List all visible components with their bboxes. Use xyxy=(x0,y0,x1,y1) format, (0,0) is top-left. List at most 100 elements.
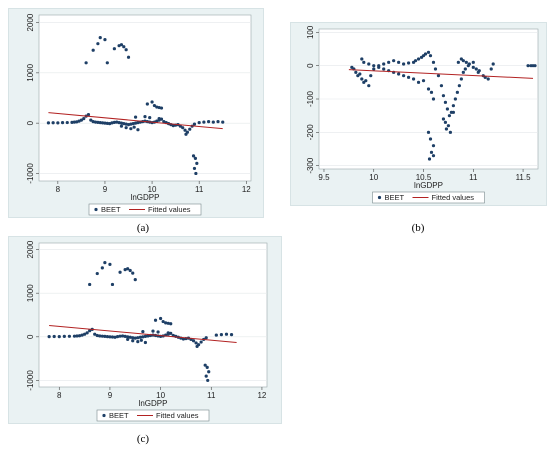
data-point xyxy=(103,261,107,265)
data-point xyxy=(72,334,77,338)
data-point xyxy=(467,62,471,66)
data-point xyxy=(441,117,446,121)
data-point xyxy=(157,117,161,121)
data-point xyxy=(56,121,60,125)
data-point xyxy=(75,334,79,338)
data-point xyxy=(207,370,211,374)
data-point xyxy=(369,74,373,78)
data-point xyxy=(95,271,99,276)
data-point xyxy=(51,121,55,125)
data-point xyxy=(367,84,371,88)
data-point xyxy=(202,120,206,124)
data-point xyxy=(83,332,87,336)
data-point xyxy=(124,48,128,52)
data-point xyxy=(80,333,84,337)
data-point xyxy=(113,335,117,339)
data-point xyxy=(98,121,102,125)
data-point xyxy=(95,333,99,338)
data-point xyxy=(131,336,135,340)
data-point xyxy=(129,127,133,131)
x-axis-title: lnGDPP xyxy=(139,399,168,408)
data-point xyxy=(464,60,468,64)
data-point xyxy=(110,282,115,287)
y-tick-label: 1000 xyxy=(26,63,35,81)
data-point xyxy=(474,67,478,71)
data-point xyxy=(166,331,170,335)
data-point xyxy=(136,128,140,132)
data-point xyxy=(183,128,187,132)
data-point xyxy=(88,329,92,333)
data-point xyxy=(192,166,197,171)
data-point xyxy=(79,118,83,122)
data-point xyxy=(489,67,493,71)
data-point xyxy=(441,94,446,98)
data-point xyxy=(185,130,189,134)
x-tick-label: 8 xyxy=(57,391,62,400)
data-point xyxy=(70,120,74,124)
legend-label-fitted: Fitted values xyxy=(156,411,199,420)
data-point xyxy=(93,120,98,124)
data-point xyxy=(151,329,155,333)
data-point xyxy=(358,72,362,76)
data-point xyxy=(429,90,434,94)
data-point xyxy=(362,60,366,64)
data-point xyxy=(65,120,69,125)
x-tick-label: 9.5 xyxy=(318,173,330,182)
x-tick-label: 12 xyxy=(257,391,266,400)
data-point xyxy=(431,144,436,148)
data-point xyxy=(416,57,421,61)
data-point xyxy=(372,67,376,71)
y-tick-label: 0 xyxy=(306,63,315,68)
data-point xyxy=(141,329,145,334)
x-tick-label: 11 xyxy=(207,391,216,400)
data-point xyxy=(143,334,147,338)
data-point xyxy=(60,121,65,125)
y-tick-label: -1000 xyxy=(26,163,35,184)
x-axis-title: lnGDPP xyxy=(131,193,160,202)
y-tick-label: 2000 xyxy=(26,240,35,258)
data-point xyxy=(194,341,198,345)
data-point xyxy=(448,130,452,134)
data-point xyxy=(459,77,463,81)
data-point xyxy=(443,120,448,124)
data-point xyxy=(211,120,215,124)
data-point xyxy=(455,90,459,94)
data-point xyxy=(411,77,416,81)
y-tick-label: -1000 xyxy=(26,370,35,391)
data-point xyxy=(159,316,163,321)
data-point xyxy=(197,121,201,125)
data-point xyxy=(124,126,128,130)
data-point xyxy=(203,363,207,367)
y-tick-label: 2000 xyxy=(26,13,35,31)
data-point xyxy=(98,334,102,338)
data-point xyxy=(112,120,116,124)
data-point xyxy=(392,70,396,74)
data-point xyxy=(463,67,467,71)
x-tick-label: 8 xyxy=(56,185,61,194)
x-tick-label: 9 xyxy=(108,391,113,400)
data-point xyxy=(84,61,88,65)
data-point xyxy=(119,43,124,47)
data-point xyxy=(387,60,391,64)
data-point xyxy=(221,120,225,124)
data-point xyxy=(397,72,401,76)
data-point xyxy=(119,124,124,128)
data-point xyxy=(118,270,122,274)
caption-a: (a) xyxy=(136,222,150,234)
data-point xyxy=(416,80,421,84)
chart-panel-b: -300 -200 -100 0 100 9.5 10 10.5 11 11.5 lnGDPP BEE… xyxy=(290,22,547,206)
data-point xyxy=(82,117,86,121)
legend-label-fitted: Fitted values xyxy=(148,205,191,214)
data-point xyxy=(367,62,371,66)
data-point xyxy=(461,70,465,74)
data-point xyxy=(533,64,537,68)
data-point xyxy=(439,84,444,88)
data-point xyxy=(406,61,411,65)
x-tick-label: 10 xyxy=(148,185,157,194)
data-point xyxy=(436,74,441,78)
data-point xyxy=(105,335,109,339)
data-point xyxy=(148,116,152,120)
data-point xyxy=(118,334,122,338)
data-point xyxy=(52,334,56,339)
data-point xyxy=(444,127,449,131)
